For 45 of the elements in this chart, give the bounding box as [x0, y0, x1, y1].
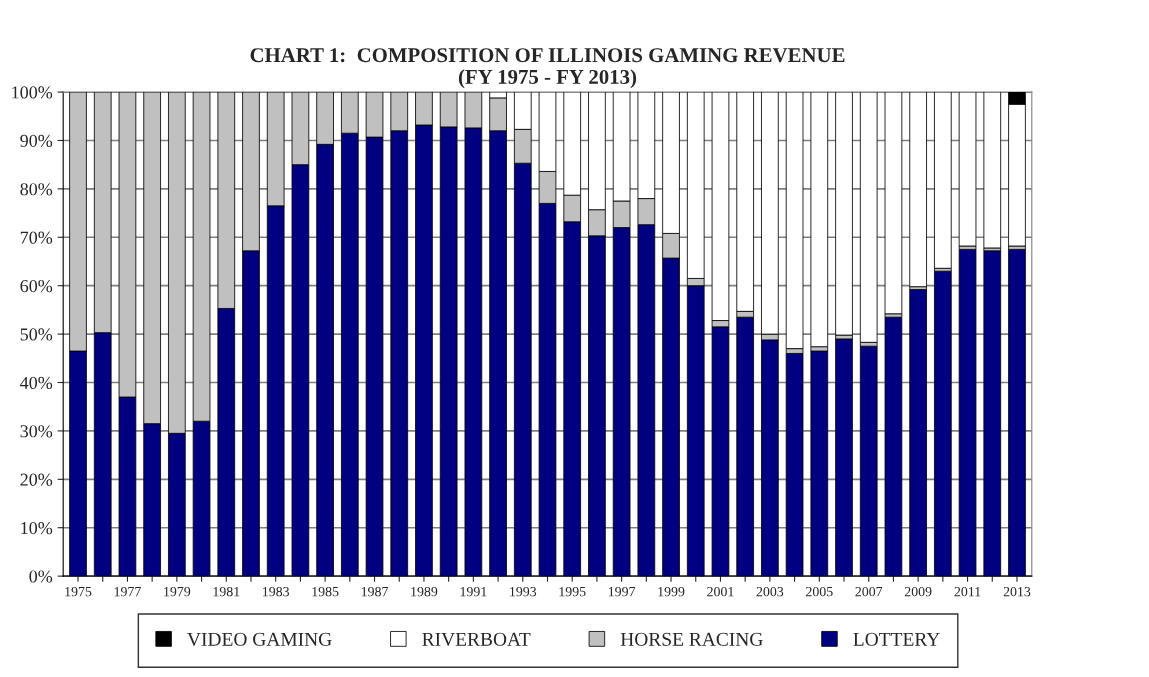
- legend-label: RIVERBOAT: [422, 632, 531, 646]
- y-tick-label: 60%: [20, 279, 53, 293]
- y-tick-label: 20%: [20, 473, 53, 486]
- x-tick-label: 1995: [559, 586, 586, 597]
- y-tick-label: 10%: [21, 521, 53, 535]
- x-tick-label: 2011: [954, 586, 981, 597]
- y-tick-label: 90%: [20, 134, 53, 147]
- y-tick-label: 50%: [20, 328, 53, 341]
- bar: [909, 92, 927, 288]
- x-tick-label: 1991: [460, 586, 487, 597]
- y-tick-label: 30%: [20, 425, 53, 438]
- bar: [958, 92, 977, 247]
- legend-label: VIDEO GAMING: [187, 632, 332, 646]
- y-tick-label: 100%: [12, 86, 53, 99]
- x-tick-label: 1985: [312, 586, 339, 597]
- x-tick-label: 2005: [806, 586, 833, 597]
- x-tick-label: 2013: [1003, 586, 1031, 597]
- x-tick-label: 1997: [608, 586, 636, 597]
- x-tick-label: 1989: [411, 586, 438, 597]
- y-tick-label: 0%: [29, 570, 53, 583]
- chart-title: CHART 1: COMPOSITION OF ILLINOIS GAMING REVENUE (FY 1975 - FY 2013): [250, 48, 845, 89]
- bar: [810, 92, 829, 348]
- legend-label: LOTTERY: [853, 632, 940, 646]
- x-tick-label: 1987: [361, 586, 389, 597]
- x-tick-label: 1979: [164, 586, 191, 597]
- x-tick-label: 2003: [756, 586, 784, 597]
- bar: [934, 92, 952, 269]
- bar: [785, 92, 804, 350]
- x-tick-label: 2009: [904, 586, 932, 597]
- y-tick-label: 80%: [20, 183, 53, 196]
- legend-label: HORSE RACING: [620, 632, 763, 646]
- x-tick-label: 1983: [263, 586, 290, 597]
- x-tick-label: 2001: [707, 586, 734, 597]
- x-tick-label: 1981: [213, 586, 240, 597]
- x-tick-label: 1999: [658, 586, 685, 597]
- x-tick-label: 1975: [65, 586, 92, 597]
- x-tick-label: 1977: [114, 586, 141, 597]
- y-tick-label: 40%: [20, 376, 53, 390]
- bar: [835, 92, 853, 336]
- x-tick-label: 1993: [510, 586, 537, 597]
- bar: [983, 92, 1002, 249]
- bar: [884, 92, 903, 315]
- x-tick-label: 2007: [855, 586, 883, 597]
- y-tick-label: 70%: [20, 231, 53, 244]
- bar: [859, 92, 878, 343]
